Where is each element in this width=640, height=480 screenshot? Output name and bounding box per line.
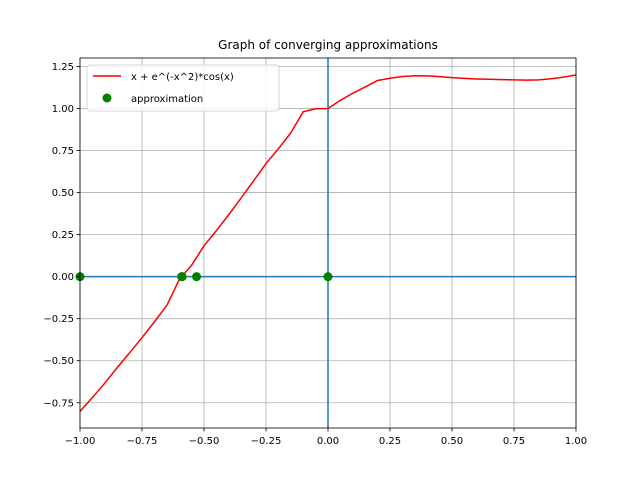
x-tick-label-6: 0.50 [441, 436, 463, 447]
y-tick-label-1: −0.50 [43, 356, 74, 367]
x-tick-label-8: 1.00 [565, 436, 587, 447]
x-tick-label-0: −1.00 [65, 436, 96, 447]
approximation-point-3 [192, 272, 202, 282]
x-tick-label-2: −0.50 [189, 436, 220, 447]
x-tick-label-7: 0.75 [503, 436, 525, 447]
approximation-point-4 [323, 272, 333, 282]
y-tick-label-5: 0.50 [52, 188, 74, 199]
y-tick-label-7: 1.00 [52, 104, 74, 115]
y-tick-label-6: 0.75 [52, 146, 74, 157]
y-tick-label-4: 0.25 [52, 230, 74, 241]
y-tick-label-0: −0.75 [43, 398, 74, 409]
approximation-point-2 [177, 272, 187, 282]
series-curve-line [79, 74, 577, 412]
legend-marker-swatch [102, 93, 112, 103]
x-tick-label-4: 0.00 [317, 436, 339, 447]
plot-area [75, 58, 577, 428]
ticks: −1.00 −0.75 −0.50 −0.25 0.00 0.25 0.50 0.75 1.00… [43, 62, 587, 447]
legend-box [86, 64, 280, 112]
legend: x + e^(-x^2)*cos(x) approximation [86, 64, 280, 112]
y-tick-label-3: 0.00 [52, 272, 74, 283]
x-tick-label-5: 0.25 [379, 436, 401, 447]
x-tick-label-1: −0.75 [127, 436, 158, 447]
legend-label-points: approximation [131, 94, 203, 105]
x-tick-label-3: −0.25 [251, 436, 282, 447]
y-tick-label-2: −0.25 [43, 314, 74, 325]
legend-label-curve: x + e^(-x^2)*cos(x) [131, 72, 234, 83]
y-tick-label-8: 1.25 [52, 62, 74, 73]
chart-title: Graph of converging approximations [218, 38, 438, 52]
